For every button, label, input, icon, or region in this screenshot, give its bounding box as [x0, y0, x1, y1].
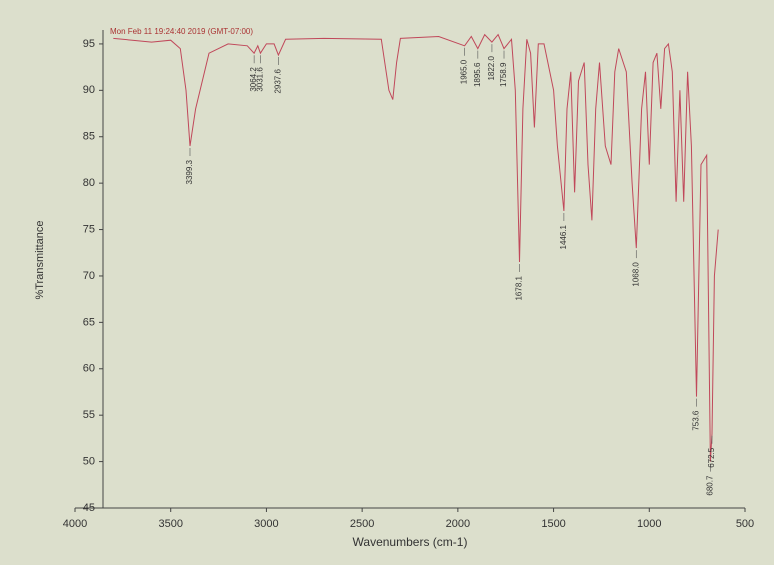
peak-label: 680.7: [706, 475, 715, 496]
x-tick-label: 4000: [63, 518, 87, 530]
y-tick-label: 60: [83, 363, 95, 375]
peak-label: 1068.0: [631, 262, 640, 287]
spectrum-line: [113, 33, 719, 462]
peak-label: 1822.0: [487, 56, 496, 81]
peak-label: 3064.2: [249, 67, 258, 92]
x-tick-label: 3500: [158, 518, 182, 530]
peak-label: 3031.6: [255, 67, 264, 92]
peak-label: 753.6: [692, 410, 701, 431]
y-tick-label: 70: [83, 270, 95, 282]
y-tick-label: 65: [83, 316, 95, 328]
x-tick-label: 1500: [541, 518, 565, 530]
x-axis-label: Wavenumbers (cm-1): [353, 535, 468, 549]
x-tick-label: 2500: [350, 518, 374, 530]
peak-label: 1758.9: [499, 62, 508, 87]
x-tick-label: 1000: [637, 518, 661, 530]
peak-label: 1895.6: [473, 62, 482, 87]
y-tick-label: 85: [83, 131, 95, 143]
peak-label: 1446.1: [559, 224, 568, 249]
peak-label: 3399.3: [185, 159, 194, 184]
x-tick-label: 2000: [446, 518, 470, 530]
peak-label: 1678.1: [515, 275, 524, 300]
y-tick-label: 90: [83, 84, 95, 96]
x-tick-label: 500: [736, 518, 754, 530]
y-tick-label: 95: [83, 38, 95, 50]
y-tick-label: 75: [83, 223, 95, 235]
y-axis-label: %Transmittance: [34, 220, 46, 299]
peak-label: 2937.6: [273, 69, 282, 94]
y-tick-label: 80: [83, 177, 95, 189]
chart-title: Mon Feb 11 19:24:40 2019 (GMT-07:00): [110, 27, 253, 36]
y-tick-label: 45: [83, 502, 95, 514]
peak-label: 1965.0: [460, 59, 469, 84]
y-tick-label: 50: [83, 455, 95, 467]
x-tick-label: 3000: [254, 518, 278, 530]
peak-label: 672.5: [707, 447, 716, 468]
y-tick-label: 55: [83, 409, 95, 421]
